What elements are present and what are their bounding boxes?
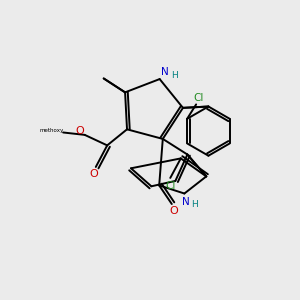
Text: Cl: Cl xyxy=(165,181,175,191)
Text: N: N xyxy=(161,68,169,77)
Text: O: O xyxy=(170,206,178,216)
Text: H: H xyxy=(191,200,198,208)
Text: methoxy: methoxy xyxy=(40,128,64,134)
Text: N: N xyxy=(182,197,190,207)
Text: O: O xyxy=(75,126,84,136)
Text: O: O xyxy=(89,169,98,178)
Text: H: H xyxy=(171,71,177,80)
Text: Cl: Cl xyxy=(193,93,204,103)
